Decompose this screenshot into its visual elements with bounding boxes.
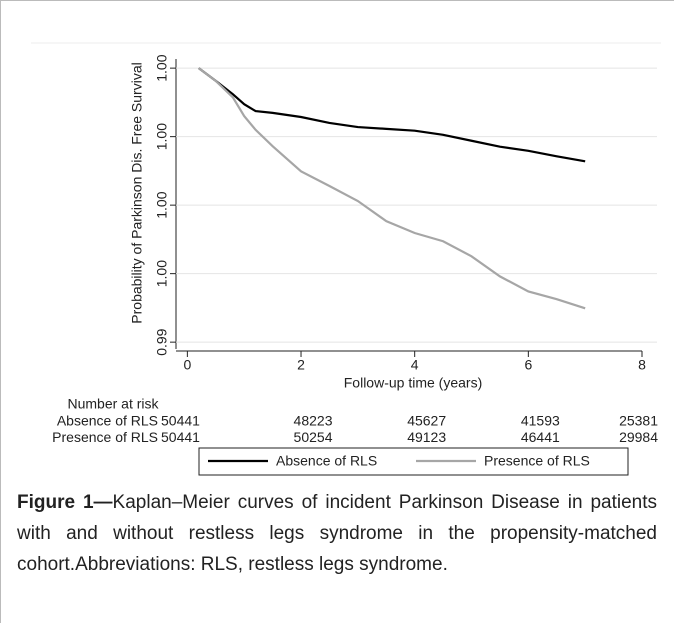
x-tick-label: 8 — [638, 357, 646, 373]
y-tick-label: 0.99 — [154, 328, 170, 355]
y-tick-label: 1.00 — [154, 123, 170, 150]
legend-label: Absence of RLS — [276, 453, 377, 469]
x-tick-label: 2 — [297, 357, 305, 373]
risk-value: 45627 — [407, 413, 446, 429]
y-tick-label: 1.00 — [154, 191, 170, 218]
risk-value: 49123 — [407, 429, 446, 445]
risk-title: Number at risk — [67, 396, 159, 412]
caption-label: Figure 1— — [17, 492, 113, 513]
risk-row-name: Absence of RLS — [57, 413, 158, 429]
risk-value: 48223 — [294, 413, 333, 429]
risk-value: 46441 — [521, 429, 560, 445]
x-tick-label: 4 — [411, 357, 419, 373]
survival-curve — [198, 67, 586, 163]
y-tick-label: 1.00 — [154, 54, 170, 81]
chart: Probability of Parkinson Dis. Free Survi… — [31, 42, 661, 476]
caption-text: Kaplan–Meier curves of incident Parkinso… — [17, 492, 657, 575]
risk-value: 50441 — [161, 429, 200, 445]
y-axis-title: Probability of Parkinson Dis. Free Survi… — [129, 62, 145, 323]
risk-value: 41593 — [521, 413, 560, 429]
risk-value: 29984 — [619, 429, 658, 445]
risk-value: 50441 — [161, 413, 200, 429]
legend-label: Presence of RLS — [484, 453, 590, 469]
x-axis-title: Follow-up time (years) — [344, 375, 482, 391]
survival-curve — [198, 67, 586, 310]
risk-value: 25381 — [619, 413, 658, 429]
y-tick-label: 1.00 — [154, 260, 170, 287]
x-tick-label: 0 — [183, 357, 191, 373]
caption: Figure 1—Kaplan–Meier curves of incident… — [17, 487, 657, 580]
x-tick-label: 6 — [524, 357, 532, 373]
risk-value: 50254 — [294, 429, 333, 445]
legend-box — [198, 447, 629, 476]
risk-row-name: Presence of RLS — [52, 429, 158, 445]
